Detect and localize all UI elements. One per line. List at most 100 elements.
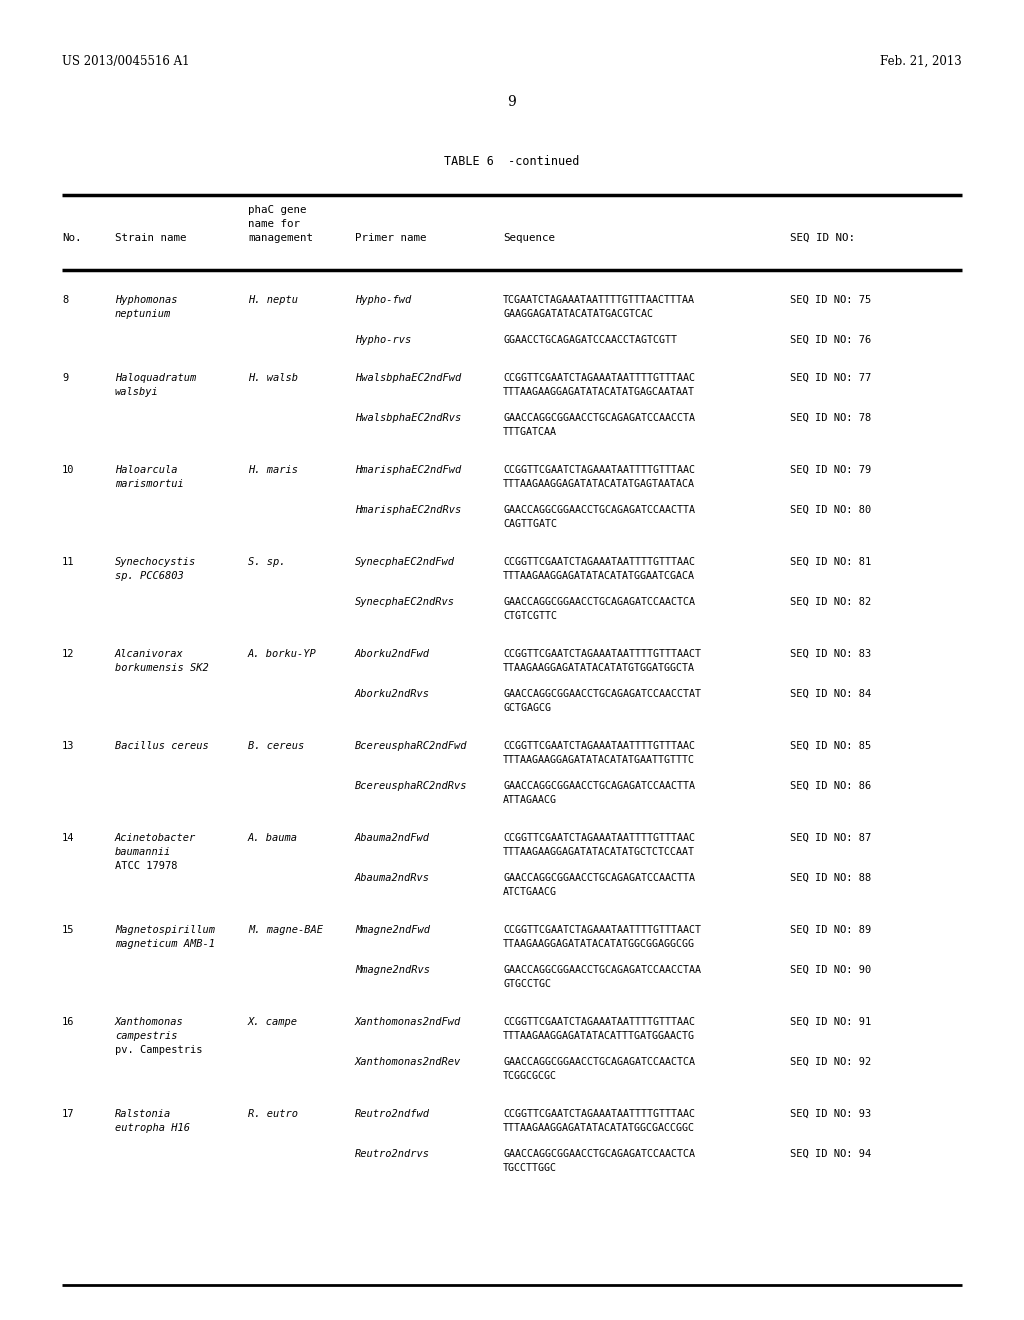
Text: H. neptu: H. neptu xyxy=(248,294,298,305)
Text: TCGAATCTAGAAATAATTTTGTTTAACTTTAA: TCGAATCTAGAAATAATTTTGTTTAACTTTAA xyxy=(503,294,695,305)
Text: Magnetospirillum: Magnetospirillum xyxy=(115,925,215,935)
Text: HmarisphaEC2ndFwd: HmarisphaEC2ndFwd xyxy=(355,465,461,475)
Text: SEQ ID NO: 91: SEQ ID NO: 91 xyxy=(790,1016,871,1027)
Text: CCGGTTCGAATCTAGAAATAATTTTGTTTAACT: CCGGTTCGAATCTAGAAATAATTTTGTTTAACT xyxy=(503,925,701,935)
Text: magneticum AMB-1: magneticum AMB-1 xyxy=(115,939,215,949)
Text: SynecphaEC2ndRvs: SynecphaEC2ndRvs xyxy=(355,597,455,607)
Text: HmarisphaEC2ndRvs: HmarisphaEC2ndRvs xyxy=(355,506,461,515)
Text: CCGGTTCGAATCTAGAAATAATTTTGTTTAAC: CCGGTTCGAATCTAGAAATAATTTTGTTTAAC xyxy=(503,374,695,383)
Text: Synechocystis: Synechocystis xyxy=(115,557,197,568)
Text: baumannii: baumannii xyxy=(115,847,171,857)
Text: GAACCAGGCGGAACCTGCAGAGATCCAACTCA: GAACCAGGCGGAACCTGCAGAGATCCAACTCA xyxy=(503,597,695,607)
Text: H. walsb: H. walsb xyxy=(248,374,298,383)
Text: GAACCAGGCGGAACCTGCAGAGATCCAACTCA: GAACCAGGCGGAACCTGCAGAGATCCAACTCA xyxy=(503,1148,695,1159)
Text: GAACCAGGCGGAACCTGCAGAGATCCAACCTAA: GAACCAGGCGGAACCTGCAGAGATCCAACCTAA xyxy=(503,965,701,975)
Text: Haloarcula: Haloarcula xyxy=(115,465,177,475)
Text: X. campe: X. campe xyxy=(248,1016,298,1027)
Text: SEQ ID NO: 85: SEQ ID NO: 85 xyxy=(790,741,871,751)
Text: GAACCAGGCGGAACCTGCAGAGATCCAACTTA: GAACCAGGCGGAACCTGCAGAGATCCAACTTA xyxy=(503,873,695,883)
Text: Abauma2ndRvs: Abauma2ndRvs xyxy=(355,873,430,883)
Text: S. sp.: S. sp. xyxy=(248,557,286,568)
Text: Reutro2ndrvs: Reutro2ndrvs xyxy=(355,1148,430,1159)
Text: Haloquadratum: Haloquadratum xyxy=(115,374,197,383)
Text: borkumensis SK2: borkumensis SK2 xyxy=(115,663,209,673)
Text: walsbyi: walsbyi xyxy=(115,387,159,397)
Text: Bacillus cereus: Bacillus cereus xyxy=(115,741,209,751)
Text: GTGCCTGC: GTGCCTGC xyxy=(503,979,551,989)
Text: 16: 16 xyxy=(62,1016,75,1027)
Text: SynecphaEC2ndFwd: SynecphaEC2ndFwd xyxy=(355,557,455,568)
Text: CCGGTTCGAATCTAGAAATAATTTTGTTTAAC: CCGGTTCGAATCTAGAAATAATTTTGTTTAAC xyxy=(503,1016,695,1027)
Text: Acinetobacter: Acinetobacter xyxy=(115,833,197,843)
Text: B. cereus: B. cereus xyxy=(248,741,304,751)
Text: SEQ ID NO: 89: SEQ ID NO: 89 xyxy=(790,925,871,935)
Text: BcereusphaRC2ndRvs: BcereusphaRC2ndRvs xyxy=(355,781,468,791)
Text: marismortui: marismortui xyxy=(115,479,183,488)
Text: M. magne-BAE: M. magne-BAE xyxy=(248,925,323,935)
Text: phaC gene: phaC gene xyxy=(248,205,306,215)
Text: 8: 8 xyxy=(62,294,69,305)
Text: Sequence: Sequence xyxy=(503,234,555,243)
Text: CCGGTTCGAATCTAGAAATAATTTTGTTTAAC: CCGGTTCGAATCTAGAAATAATTTTGTTTAAC xyxy=(503,833,695,843)
Text: H. maris: H. maris xyxy=(248,465,298,475)
Text: Xanthomonas2ndRev: Xanthomonas2ndRev xyxy=(355,1057,461,1067)
Text: SEQ ID NO: 76: SEQ ID NO: 76 xyxy=(790,335,871,345)
Text: SEQ ID NO: 84: SEQ ID NO: 84 xyxy=(790,689,871,700)
Text: SEQ ID NO: 82: SEQ ID NO: 82 xyxy=(790,597,871,607)
Text: 14: 14 xyxy=(62,833,75,843)
Text: CCGGTTCGAATCTAGAAATAATTTTGTTTAAC: CCGGTTCGAATCTAGAAATAATTTTGTTTAAC xyxy=(503,557,695,568)
Text: GAACCAGGCGGAACCTGCAGAGATCCAACTCA: GAACCAGGCGGAACCTGCAGAGATCCAACTCA xyxy=(503,1057,695,1067)
Text: TTTAAGAAGGAGATATACATATGGAATCGACA: TTTAAGAAGGAGATATACATATGGAATCGACA xyxy=(503,572,695,581)
Text: GAACCAGGCGGAACCTGCAGAGATCCAACTTA: GAACCAGGCGGAACCTGCAGAGATCCAACTTA xyxy=(503,506,695,515)
Text: Xanthomonas: Xanthomonas xyxy=(115,1016,183,1027)
Text: 12: 12 xyxy=(62,649,75,659)
Text: CAGTTGATC: CAGTTGATC xyxy=(503,519,557,529)
Text: 13: 13 xyxy=(62,741,75,751)
Text: 9: 9 xyxy=(62,374,69,383)
Text: SEQ ID NO:: SEQ ID NO: xyxy=(790,234,855,243)
Text: Hypho-rvs: Hypho-rvs xyxy=(355,335,412,345)
Text: Feb. 21, 2013: Feb. 21, 2013 xyxy=(881,55,962,69)
Text: 9: 9 xyxy=(508,95,516,110)
Text: 10: 10 xyxy=(62,465,75,475)
Text: US 2013/0045516 A1: US 2013/0045516 A1 xyxy=(62,55,189,69)
Text: Primer name: Primer name xyxy=(355,234,427,243)
Text: SEQ ID NO: 93: SEQ ID NO: 93 xyxy=(790,1109,871,1119)
Text: 15: 15 xyxy=(62,925,75,935)
Text: R. eutro: R. eutro xyxy=(248,1109,298,1119)
Text: Aborku2ndFwd: Aborku2ndFwd xyxy=(355,649,430,659)
Text: TTAAGAAGGAGATATACATATGGCGGAGGCGG: TTAAGAAGGAGATATACATATGGCGGAGGCGG xyxy=(503,939,695,949)
Text: SEQ ID NO: 86: SEQ ID NO: 86 xyxy=(790,781,871,791)
Text: Hyphomonas: Hyphomonas xyxy=(115,294,177,305)
Text: SEQ ID NO: 83: SEQ ID NO: 83 xyxy=(790,649,871,659)
Text: TTTGATCAA: TTTGATCAA xyxy=(503,426,557,437)
Text: ATTAGAACG: ATTAGAACG xyxy=(503,795,557,805)
Text: Xanthomonas2ndFwd: Xanthomonas2ndFwd xyxy=(355,1016,461,1027)
Text: TTTAAGAAGGAGATATACATATGAGCAATAAT: TTTAAGAAGGAGATATACATATGAGCAATAAT xyxy=(503,387,695,397)
Text: SEQ ID NO: 90: SEQ ID NO: 90 xyxy=(790,965,871,975)
Text: SEQ ID NO: 78: SEQ ID NO: 78 xyxy=(790,413,871,422)
Text: neptunium: neptunium xyxy=(115,309,171,319)
Text: GAAGGAGATATACATATGACGTCAC: GAAGGAGATATACATATGACGTCAC xyxy=(503,309,653,319)
Text: No.: No. xyxy=(62,234,82,243)
Text: management: management xyxy=(248,234,313,243)
Text: CCGGTTCGAATCTAGAAATAATTTTGTTTAAC: CCGGTTCGAATCTAGAAATAATTTTGTTTAAC xyxy=(503,465,695,475)
Text: TTTAAGAAGGAGATATACATATGGCGACCGGC: TTTAAGAAGGAGATATACATATGGCGACCGGC xyxy=(503,1123,695,1133)
Text: GCTGAGCG: GCTGAGCG xyxy=(503,704,551,713)
Text: TTTAAGAAGGAGATATACATTTGATGGAACTG: TTTAAGAAGGAGATATACATTTGATGGAACTG xyxy=(503,1031,695,1041)
Text: TCGGCGCGC: TCGGCGCGC xyxy=(503,1071,557,1081)
Text: CCGGTTCGAATCTAGAAATAATTTTGTTTAAC: CCGGTTCGAATCTAGAAATAATTTTGTTTAAC xyxy=(503,1109,695,1119)
Text: HwalsbphaEC2ndFwd: HwalsbphaEC2ndFwd xyxy=(355,374,461,383)
Text: GAACCAGGCGGAACCTGCAGAGATCCAACCTAT: GAACCAGGCGGAACCTGCAGAGATCCAACCTAT xyxy=(503,689,701,700)
Text: ATCC 17978: ATCC 17978 xyxy=(115,861,177,871)
Text: SEQ ID NO: 81: SEQ ID NO: 81 xyxy=(790,557,871,568)
Text: name for: name for xyxy=(248,219,300,228)
Text: SEQ ID NO: 88: SEQ ID NO: 88 xyxy=(790,873,871,883)
Text: SEQ ID NO: 92: SEQ ID NO: 92 xyxy=(790,1057,871,1067)
Text: CTGTCGTTC: CTGTCGTTC xyxy=(503,611,557,620)
Text: GAACCAGGCGGAACCTGCAGAGATCCAACCTA: GAACCAGGCGGAACCTGCAGAGATCCAACCTA xyxy=(503,413,695,422)
Text: TGCCTTGGC: TGCCTTGGC xyxy=(503,1163,557,1173)
Text: SEQ ID NO: 79: SEQ ID NO: 79 xyxy=(790,465,871,475)
Text: Reutro2ndfwd: Reutro2ndfwd xyxy=(355,1109,430,1119)
Text: Abauma2ndFwd: Abauma2ndFwd xyxy=(355,833,430,843)
